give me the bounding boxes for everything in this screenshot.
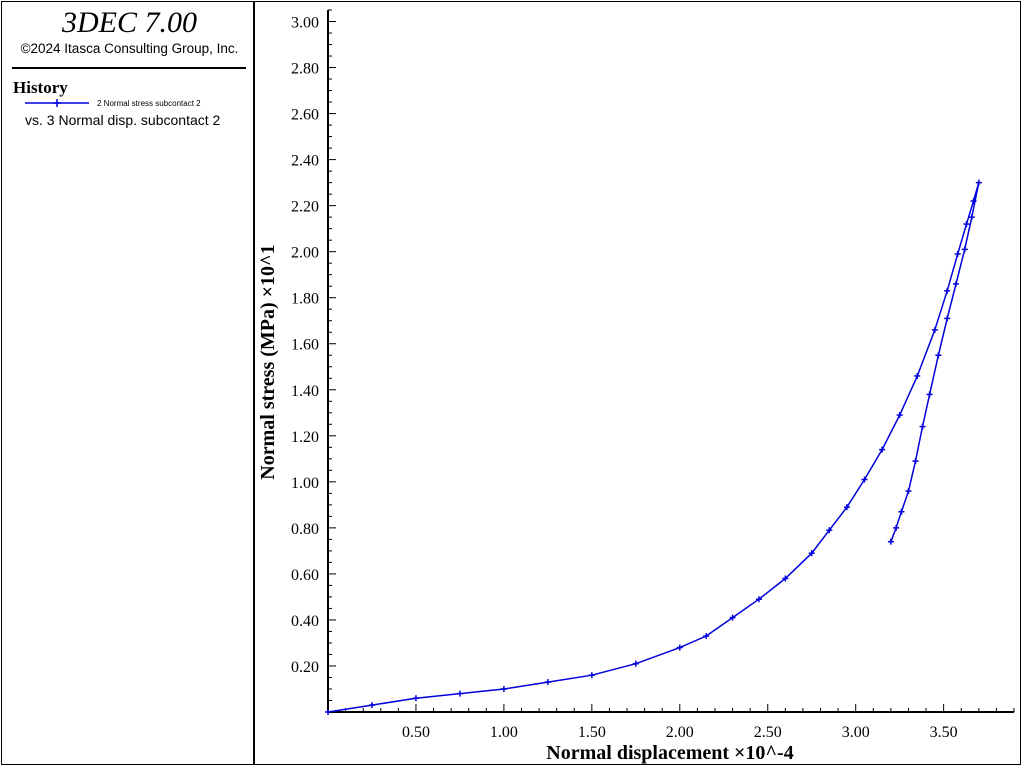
x-tick-label: 2.00 — [666, 724, 694, 741]
legend-swatch-icon — [25, 99, 89, 107]
title-divider — [12, 67, 246, 69]
series-point — [898, 508, 905, 515]
copyright-text: ©2024 Itasca Consulting Group, Inc. — [20, 41, 239, 56]
series-point — [961, 246, 968, 253]
y-tick-label: 0.80 — [291, 521, 319, 538]
series-point — [729, 614, 736, 621]
legend-heading: History — [13, 78, 68, 97]
series-point — [970, 198, 977, 205]
app-title: 3DEC 7.00 — [62, 6, 197, 39]
series-point — [914, 372, 921, 379]
series-point — [826, 527, 833, 534]
y-axis-ticks: 0.20 0.40 0.60 0.80 1.00 1.20 1.40 1.60 1.80 2.00… — [291, 9, 336, 701]
x-tick-label: 1.50 — [578, 724, 606, 741]
series-point — [926, 391, 933, 398]
series-point — [456, 690, 463, 697]
x-tick-label: 3.50 — [930, 724, 958, 741]
history-chart: 0.50 1.00 1.50 2.00 2.50 3.00 3.50 0.20 0.40 0.6… — [257, 9, 1015, 764]
x-tick-label: 2.50 — [754, 724, 782, 741]
series-point — [544, 679, 551, 686]
y-tick-label: 2.00 — [291, 245, 319, 262]
y-tick-label: 0.60 — [291, 567, 319, 584]
y-tick-label: 1.60 — [291, 337, 319, 354]
x-tick-label: 0.50 — [402, 724, 430, 741]
x-axis-ticks: 0.50 1.00 1.50 2.00 2.50 3.00 3.50 — [345, 704, 1015, 741]
series-point — [931, 326, 938, 333]
series-point — [893, 524, 900, 531]
y-tick-label: 2.20 — [291, 199, 319, 216]
series-point — [676, 644, 683, 651]
series-point — [944, 287, 951, 294]
series-point — [968, 214, 975, 221]
series-point — [500, 685, 507, 692]
series-point — [944, 315, 951, 322]
legend-vs-label: vs. 3 Normal disp. subcontact 2 — [25, 112, 221, 128]
y-tick-label: 3.00 — [291, 15, 319, 32]
series-point — [412, 695, 419, 702]
series-point — [325, 709, 331, 715]
series-point — [887, 538, 894, 545]
y-tick-label: 1.40 — [291, 383, 319, 400]
chart-axes — [327, 10, 1014, 713]
series-point — [963, 221, 970, 228]
series-point — [919, 423, 926, 430]
series-line — [327, 182, 980, 713]
legend-series-label: 2 Normal stress subcontact 2 — [97, 99, 201, 108]
series-point — [879, 446, 886, 453]
y-tick-label: 2.80 — [291, 61, 319, 78]
legend-panel: 3DEC 7.00 ©2024 Itasca Consulting Group,… — [2, 2, 255, 764]
y-tick-label: 0.40 — [291, 613, 319, 630]
y-tick-label: 2.60 — [291, 107, 319, 124]
series-point — [861, 476, 868, 483]
series-point — [755, 596, 762, 603]
y-tick-label: 1.80 — [291, 291, 319, 308]
series-point — [632, 660, 639, 667]
chart-series — [325, 179, 982, 715]
series-point — [952, 280, 959, 287]
y-tick-label: 0.20 — [291, 659, 319, 676]
series-point — [912, 458, 919, 465]
series-point — [954, 250, 961, 257]
series-point — [935, 352, 942, 359]
series-point — [905, 488, 912, 495]
y-tick-label: 2.40 — [291, 153, 319, 170]
series-point — [975, 179, 982, 186]
series-point — [896, 412, 903, 419]
series-point — [782, 575, 789, 582]
y-axis-title: Normal stress (MPa) ×10^1 — [257, 244, 279, 479]
x-tick-label: 1.00 — [490, 724, 518, 741]
series-point — [703, 633, 710, 640]
x-tick-label: 3.00 — [842, 724, 870, 741]
x-axis-title: Normal displacement ×10^-4 — [546, 742, 793, 764]
series-point — [368, 702, 375, 709]
y-tick-label: 1.00 — [291, 475, 319, 492]
series-point — [588, 672, 595, 679]
series-point — [808, 550, 815, 557]
y-tick-label: 1.20 — [291, 429, 319, 446]
series-point — [843, 504, 850, 511]
